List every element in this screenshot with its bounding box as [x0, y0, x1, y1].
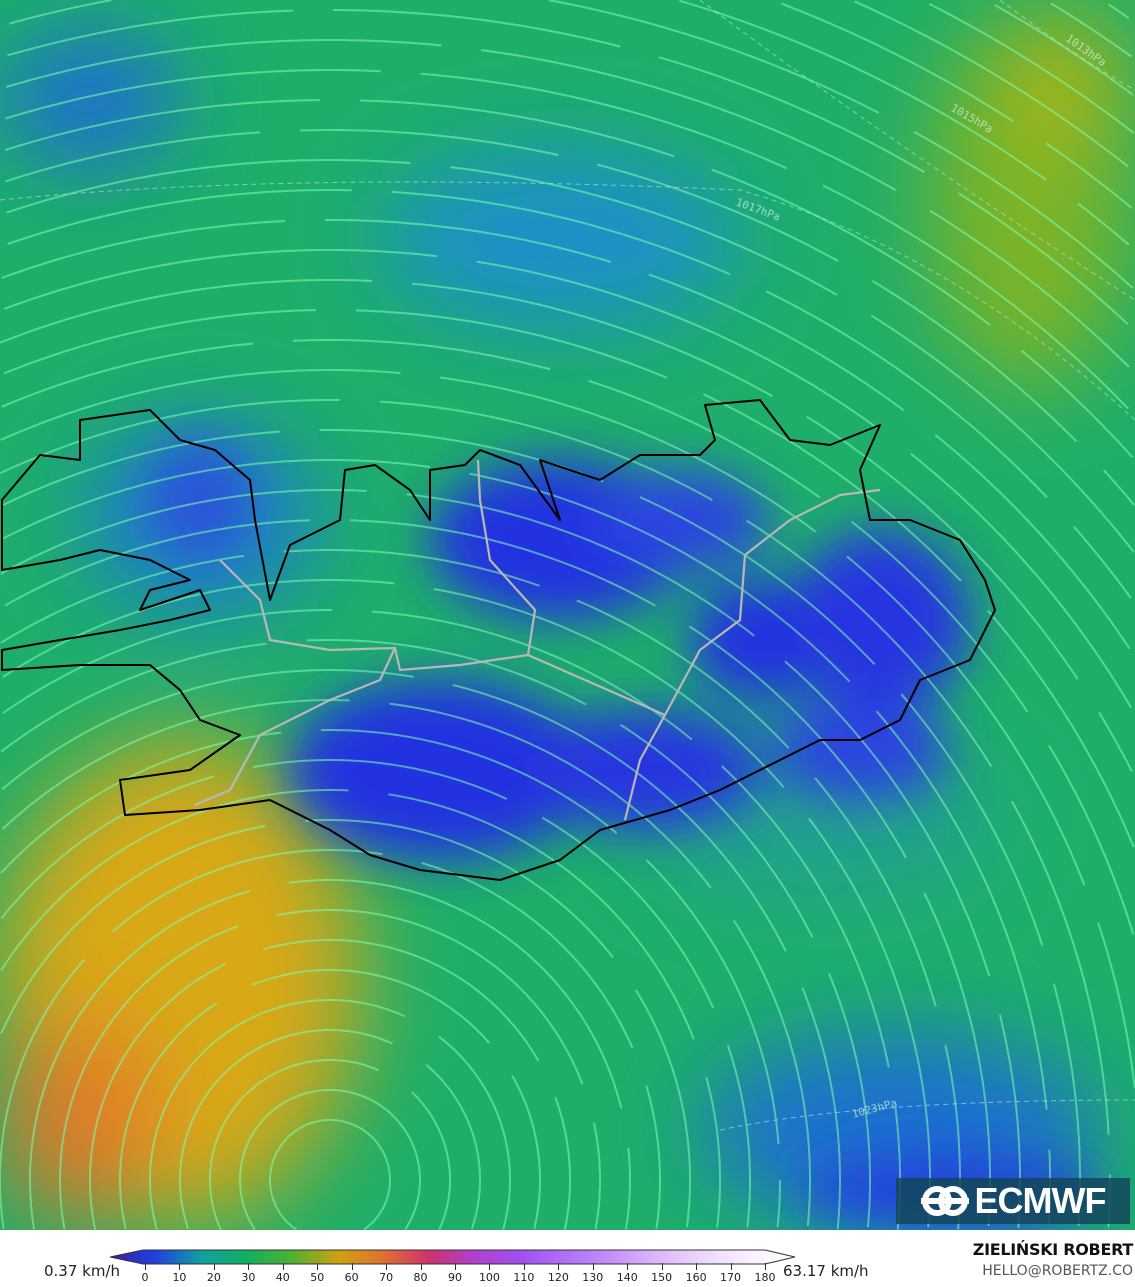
streamline: [928, 3, 1135, 134]
colorbar-tick-label: 60: [344, 1271, 359, 1284]
colorbar-tick: [730, 1263, 732, 1270]
colorbar-tick: [145, 1263, 146, 1270]
colorbar-tick-label: 150: [651, 1271, 673, 1284]
colorbar-tick: [179, 1263, 181, 1270]
streamline: [89, 939, 571, 1230]
streamline: [269, 1119, 391, 1230]
colorbar-tick: [351, 1263, 353, 1270]
streamline: [9, 0, 1134, 289]
colorbar-tick-label: 170: [720, 1271, 742, 1284]
streamline: [0, 789, 721, 1228]
colorbar-tick: [523, 1263, 525, 1270]
streamline: [679, 0, 1130, 246]
streamline: [1, 669, 841, 1229]
streamline: [1, 339, 1135, 935]
streamline: [0, 819, 691, 1228]
colorbar-tick: [248, 1263, 250, 1270]
colorbar-tick-label: 130: [582, 1271, 604, 1284]
streamline: [854, 0, 1134, 172]
credit-name: ZIELIŃSKI ROBERT: [972, 1240, 1134, 1259]
colorbar-tick: [386, 1263, 388, 1270]
colorbar-tick-label: 80: [413, 1271, 428, 1284]
colorbar-tick: [213, 1263, 215, 1270]
streamline: [0, 279, 1133, 772]
streamline: [149, 999, 511, 1230]
colorbar-tick-label: 70: [379, 1271, 394, 1284]
streamline: [5, 69, 1130, 410]
streamline: [0, 849, 661, 1229]
colorbar-tick: [765, 1263, 766, 1270]
streamline: [239, 1089, 421, 1230]
colorbar-tick-label: 0: [141, 1271, 149, 1284]
colorbar-tick-label: 180: [754, 1271, 776, 1284]
streamline: [0, 729, 781, 1228]
streamline: [1, 699, 811, 1227]
streamline: [5, 129, 1135, 506]
streamline: [29, 879, 631, 1230]
streamline: [3, 309, 1135, 848]
colorbar-tick-label: 160: [685, 1271, 707, 1284]
colorbar-tick: [489, 1263, 491, 1270]
colorbar-tick: [696, 1263, 698, 1270]
streamline: [0, 639, 871, 1228]
colorbar-tick: [282, 1263, 284, 1270]
colorbar-tick: [661, 1263, 663, 1270]
colorbar-tick-label: 50: [310, 1271, 325, 1284]
legend-max-label: 63.17 km/h: [783, 1262, 869, 1280]
streamline: [59, 909, 601, 1230]
colorbar: [110, 1249, 796, 1265]
streamline: [0, 759, 751, 1228]
wind-map[interactable]: 1013hPa 1015hPa 1017hPa 1023hPa: [0, 0, 1135, 1230]
iceland-coastline: [1, 399, 996, 881]
streamline: [994, 4, 1134, 96]
colorbar-tick: [558, 1263, 560, 1270]
logo-text: ECMWF: [974, 1180, 1107, 1221]
streamline: [209, 1059, 451, 1230]
streamline: [179, 1029, 481, 1230]
colorbar-tick-label: 30: [241, 1271, 256, 1284]
streamline: [0, 369, 1135, 1089]
colorbar-tick-label: 10: [172, 1271, 187, 1284]
streamline: [5, 159, 1135, 553]
colorbar-tick-label: 40: [275, 1271, 290, 1284]
colorbar-tick-label: 110: [513, 1271, 535, 1284]
ecmwf-logo: ECMWF: [896, 1178, 1130, 1224]
wind-speed-field: [0, 0, 1135, 1230]
colorbar-tick: [627, 1263, 629, 1270]
colorbar-tick-label: 140: [616, 1271, 638, 1284]
streamline: [4, 99, 1134, 458]
streamline: [1, 219, 1132, 651]
colorbar-tick-label: 20: [206, 1271, 221, 1284]
streamline: [1050, 2, 1132, 58]
colorbar-tick: [317, 1263, 319, 1270]
streamline: [1107, 3, 1130, 19]
ecmwf-logo-icon: [920, 1186, 969, 1216]
streamline: [7, 189, 1132, 599]
colorbar-tick: [420, 1263, 422, 1270]
credit-email[interactable]: HELLO@ROBERTZ.CO: [982, 1263, 1133, 1279]
colorbar-tick: [592, 1263, 594, 1270]
streamline: [5, 39, 1130, 368]
legend-min-label: 0.37 km/h: [44, 1262, 121, 1280]
colorbar-tick: [455, 1263, 456, 1270]
roads: [194, 459, 881, 821]
streamline: [119, 969, 541, 1230]
streamline: [7, 9, 1129, 326]
streamline: [781, 2, 1133, 209]
colorbar-tick-label: 120: [547, 1271, 569, 1284]
colorbar-tick-label: 90: [448, 1271, 462, 1284]
isobars: [0, 0, 1135, 1131]
streamline: [3, 249, 1133, 709]
colorbar-tick-label: 100: [478, 1271, 500, 1284]
